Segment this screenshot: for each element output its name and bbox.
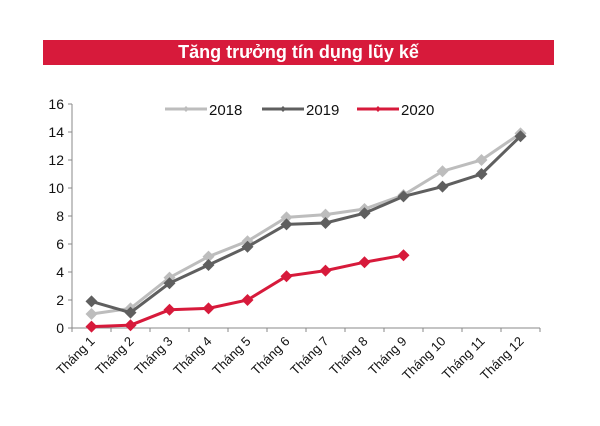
x-tick-label: Tháng 12	[477, 334, 526, 383]
y-tick-label: 0	[56, 320, 64, 336]
y-tick-label: 4	[56, 264, 64, 280]
data-point-marker	[163, 303, 176, 316]
y-tick-label: 10	[48, 180, 64, 196]
data-point-marker	[436, 180, 449, 193]
data-point-marker	[124, 319, 137, 332]
data-point-marker	[202, 302, 215, 315]
data-point-marker	[319, 217, 332, 229]
x-tick-label: Tháng 6	[248, 334, 292, 378]
x-tick-label: Tháng 10	[399, 334, 448, 383]
data-point-marker	[436, 165, 449, 178]
y-tick-label: 12	[48, 152, 64, 168]
legend-label: 2019	[306, 102, 339, 119]
data-point-marker	[85, 320, 98, 333]
x-tick-label: Tháng 7	[287, 334, 331, 378]
data-point-marker	[514, 130, 527, 143]
series-line-2018	[91, 132, 522, 316]
series-line-2020	[91, 253, 404, 329]
data-point-marker	[397, 249, 410, 262]
data-point-marker	[241, 294, 254, 306]
data-point-marker	[358, 207, 371, 220]
x-tick-label: Tháng 5	[209, 334, 253, 378]
y-tick-label: 8	[56, 208, 64, 224]
series-lines	[85, 127, 527, 333]
y-tick-label: 6	[56, 236, 64, 252]
legend-label: 2018	[209, 102, 242, 119]
data-point-marker	[280, 211, 293, 224]
data-point-marker	[280, 218, 293, 231]
data-point-marker	[280, 270, 293, 283]
chart-title: Tăng trưởng tín dụng lũy kế	[43, 40, 554, 65]
x-tick-label: Tháng 3	[131, 334, 175, 378]
data-point-marker	[475, 154, 488, 166]
data-point-marker	[319, 264, 332, 277]
data-point-marker	[124, 306, 137, 319]
x-tick-label: Tháng 8	[326, 334, 370, 378]
data-point-marker	[475, 168, 488, 180]
data-point-marker	[202, 259, 215, 271]
x-tick-label: Tháng 2	[92, 334, 136, 378]
data-point-marker	[319, 208, 332, 221]
y-tick-label: 16	[48, 96, 64, 112]
data-point-marker	[358, 256, 371, 269]
y-tick-label: 2	[56, 292, 64, 308]
series-line-2019	[91, 135, 522, 315]
data-point-marker	[202, 250, 215, 263]
x-tick-label: Tháng 1	[53, 334, 97, 378]
x-tick-label: Tháng 4	[170, 334, 214, 378]
legend-label: 2020	[401, 102, 434, 119]
y-tick-label: 14	[48, 124, 64, 140]
legend: 2018 2019 2020	[165, 102, 434, 119]
data-point-marker	[397, 190, 410, 203]
data-point-marker	[163, 277, 176, 290]
data-point-marker	[85, 308, 98, 320]
data-point-marker	[85, 295, 98, 308]
data-point-marker	[241, 240, 254, 253]
